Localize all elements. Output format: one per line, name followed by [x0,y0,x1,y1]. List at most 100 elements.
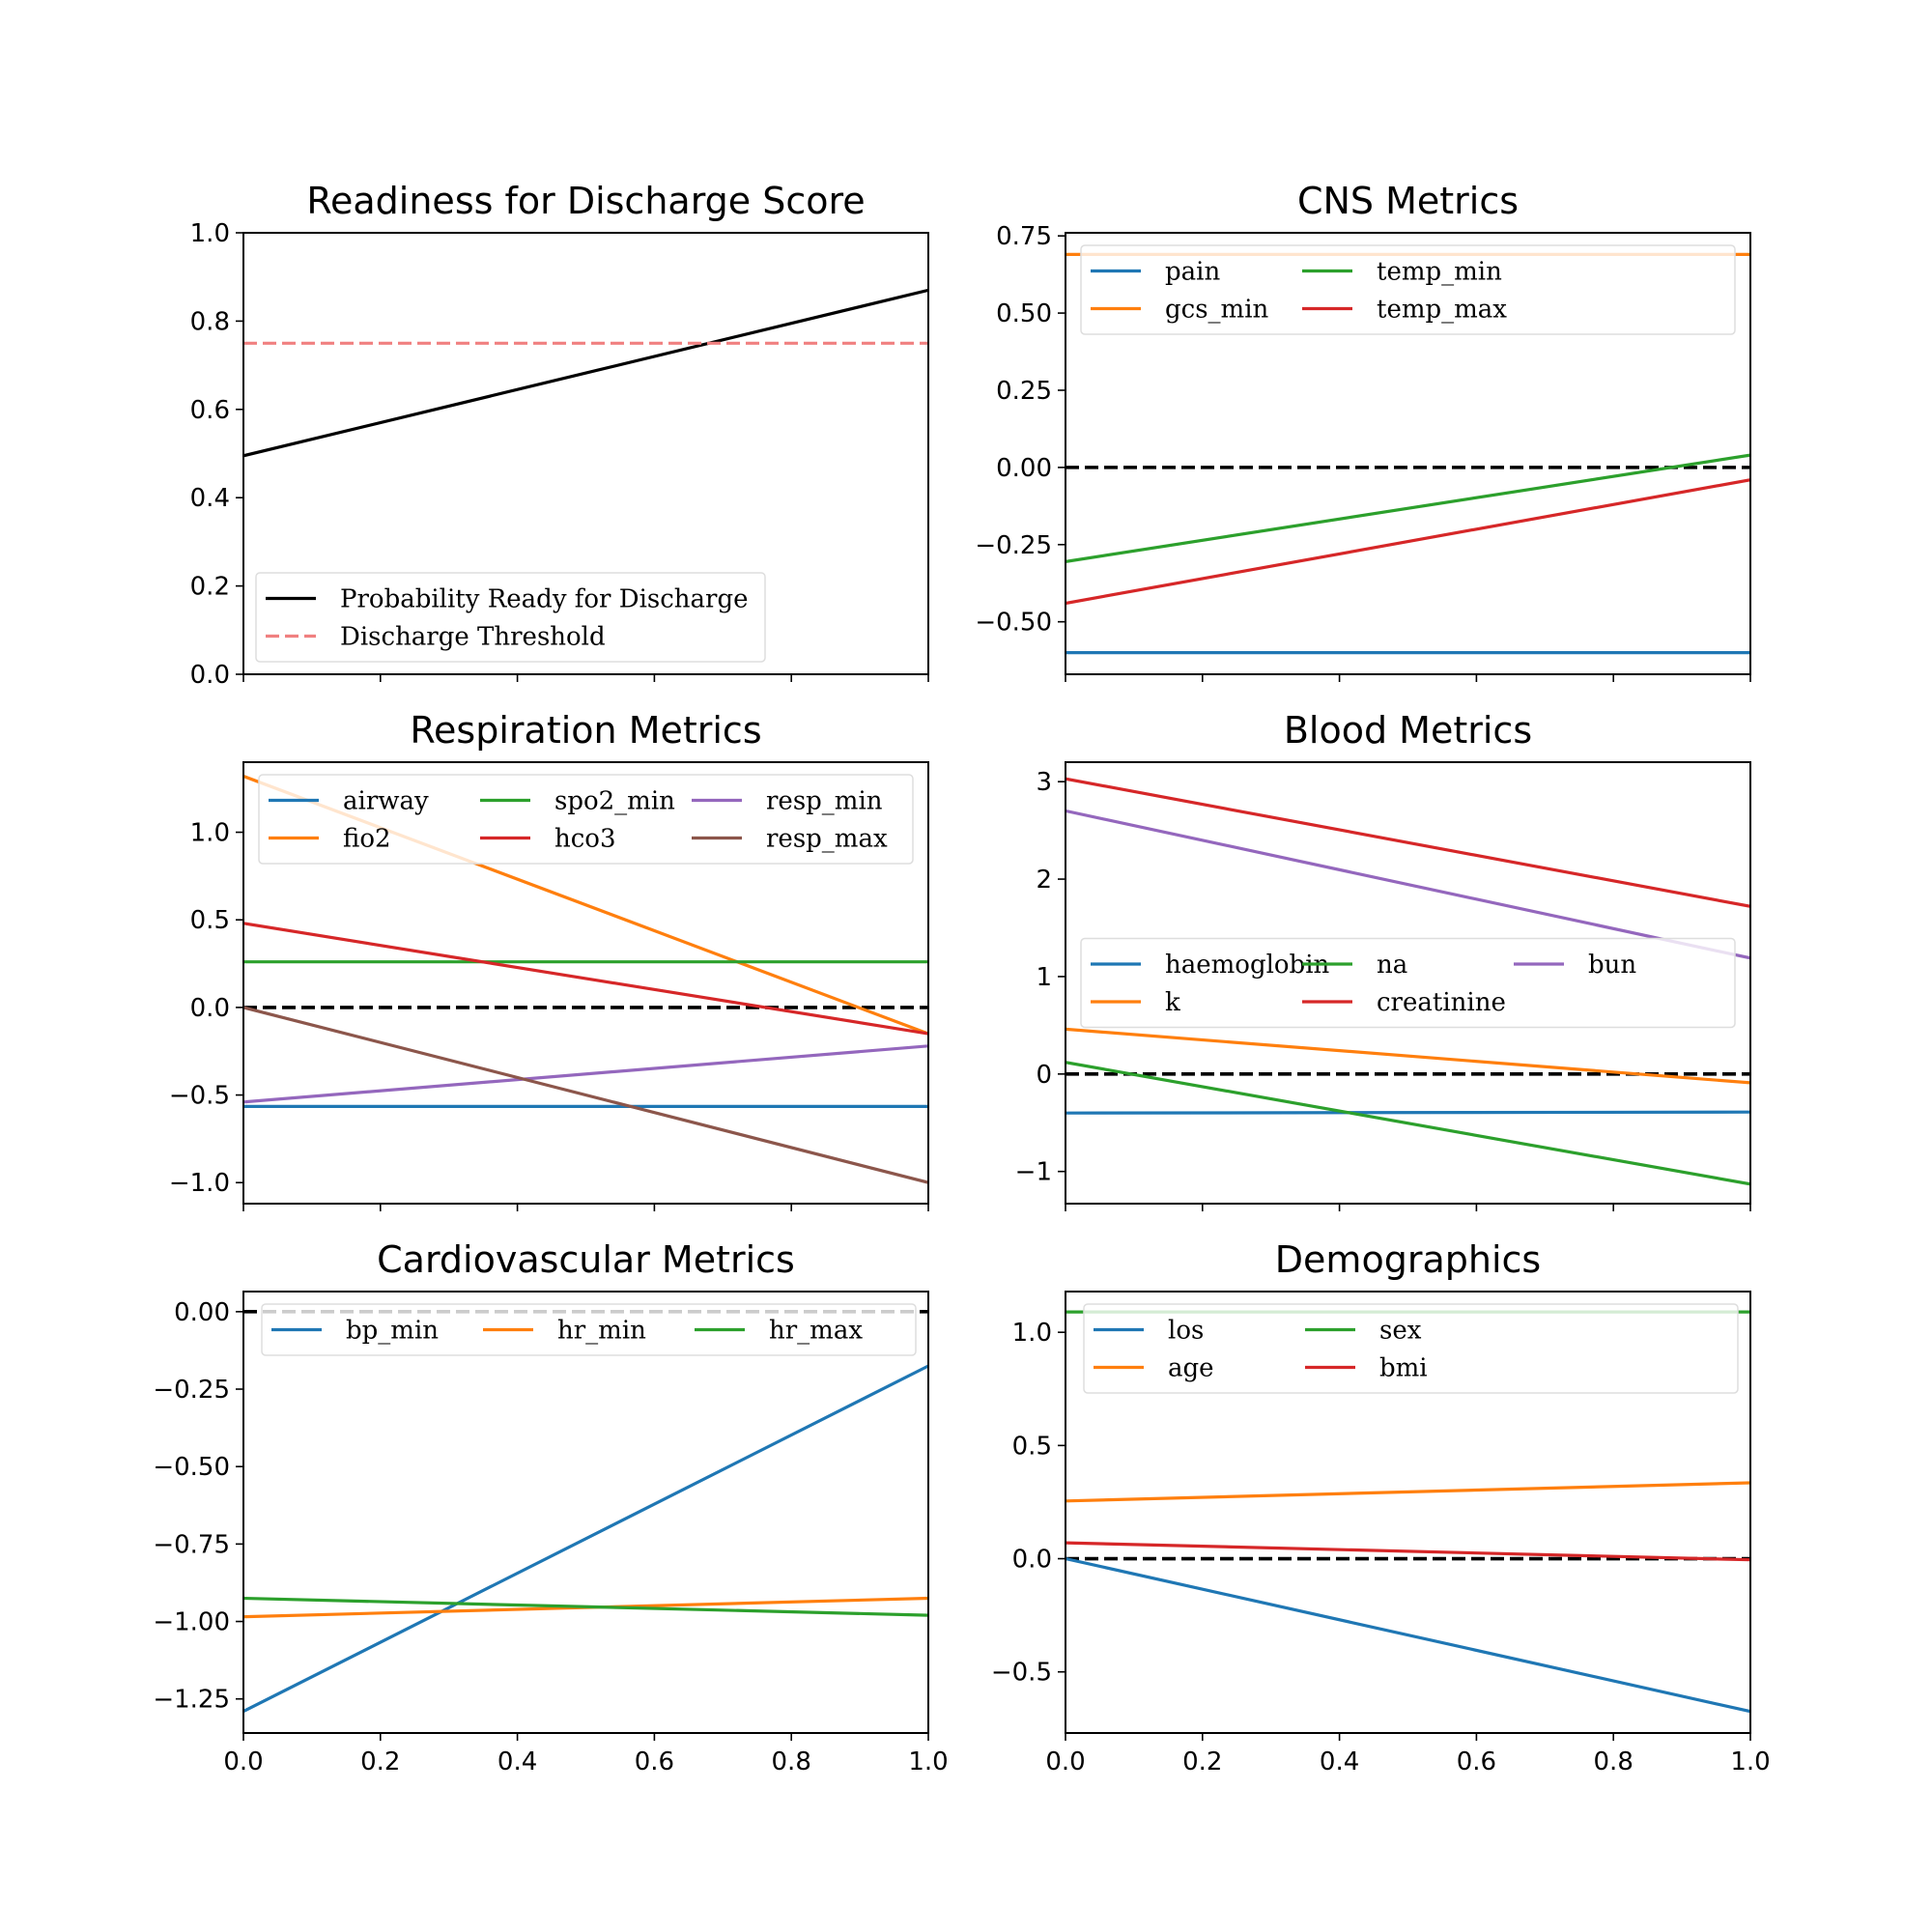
x-tick-label: 0.0 [223,1747,263,1776]
series-line-creatinine [1065,777,1750,908]
legend-label-creatinine: creatinine [1377,988,1506,1017]
y-tick-label: 0.0 [190,661,230,690]
legend-label-bp-min: bp_min [346,1317,439,1346]
x-tick-label: 0.6 [635,1747,674,1776]
series-line-resp-max [243,1006,928,1184]
y-tick-label: 0 [1036,1061,1052,1090]
legend: pain gcs_min temp_min temp_max [1080,244,1736,335]
panel-blood-metrics: Blood Metrics−10123haemoglobinknacreatin… [1015,709,1751,1211]
chart-title: Cardiovascular Metrics [377,1238,795,1281]
y-tick-label: 0.0 [1012,1546,1052,1575]
y-tick-label: 1 [1036,963,1052,992]
legend: bp_min hr_min hr_max [261,1303,917,1356]
y-tick-label: 1.0 [190,219,230,248]
y-tick-label: −0.5 [991,1659,1052,1688]
legend-label-spo2-min: spo2_min [554,787,675,816]
y-tick-label: 0.4 [190,484,230,513]
legend-label-na: na [1377,951,1407,980]
legend-label-hr-max: hr_max [769,1317,863,1346]
y-tick-label: 0.75 [996,222,1052,251]
panel-respiration-metrics: Respiration Metrics −1.0 −0.5 0.0 0.5 1.0 airw… [169,709,929,1211]
y-tick-label: 1.0 [190,819,230,848]
y-tick-label: −1.00 [153,1608,230,1637]
panel-cns-metrics: CNS Metrics −0.50 −0.25 0.00 0.25 0.50 0.75 pai… [975,180,1751,682]
series-line-temp-max [1065,478,1750,606]
legend-label-hr-min: hr_min [557,1317,646,1346]
panel-demographics: Demographics −0.5 0.0 0.5 1.0 0.0 0.2 0.4 0.6 0.8… [991,1238,1771,1776]
y-tick-label: 0.00 [174,1298,230,1327]
axes-frame [242,1291,929,1734]
legend-label-los: los [1168,1317,1204,1346]
y-tick-label: −1.25 [153,1686,230,1715]
x-tick-label: 0.8 [772,1747,811,1776]
axes-frame [242,761,929,1205]
y-tick-label: 0.5 [190,906,230,935]
series-line-resp-min [243,1044,928,1104]
chart-title: Respiration Metrics [410,709,761,752]
y-tick-label: 0.50 [996,299,1052,328]
panel-cardiovascular-metrics: Cardiovascular Metrics −1.25 −1.00 −0.75 −0.… [153,1238,948,1776]
axes-frame [1065,232,1751,675]
x-tick-label: 1.0 [908,1747,948,1776]
x-tick-label: 0.2 [360,1747,400,1776]
x-tick-label: 0.6 [1457,1747,1496,1776]
y-tick-label: −0.75 [153,1530,230,1559]
series-line-hr-max [243,1596,928,1617]
series-line-age [1065,1481,1750,1503]
legend-label-sex: sex [1379,1317,1422,1346]
legend-frame [261,1303,917,1356]
legend-label-gcs-min: gcs_min [1165,296,1269,325]
legend-frame [258,774,914,865]
y-tick-label: −0.50 [153,1453,230,1482]
series-line-probability-ready-for-discharge [243,288,928,458]
series-line-bun [1065,809,1750,960]
series-line-los [1065,1556,1750,1714]
legend: airway fio2 spo2_min hco3 resp_min resp_max [258,774,914,865]
chart-title: Readiness for Discharge Score [306,180,865,222]
legend-label-airway: airway [343,787,429,816]
y-tick-label: −1 [1015,1158,1052,1187]
y-tick-label: 0.25 [996,377,1052,406]
series-line-bp-min [243,1364,928,1714]
legend-label-age: age [1168,1354,1214,1383]
y-tick-label: 1.0 [1012,1319,1052,1348]
x-tick-label: 0.4 [1320,1747,1359,1776]
legend-frame [1080,244,1736,335]
legend-label-resp-max: resp_max [766,825,888,854]
x-tick-label: 0.8 [1594,1747,1634,1776]
axes-frame [1065,761,1751,1205]
legend-label-hco3: hco3 [554,825,616,854]
y-tick-label: −1.0 [169,1169,230,1198]
legend-label-bmi: bmi [1379,1354,1428,1383]
x-tick-label: 0.0 [1045,1747,1085,1776]
series-line-bmi [1065,1541,1750,1562]
legend-label-resp-min: resp_min [766,787,883,816]
legend-frame [1083,1303,1739,1394]
legend-frame [255,572,766,663]
legend: Probability Ready for Discharge Discharge… [255,572,766,663]
legend-label-fio2: fio2 [343,825,391,854]
y-tick-label: 0.6 [190,396,230,425]
legend-label-temp-min: temp_min [1377,258,1502,287]
panel-readiness-for-discharge-score: Readiness for Discharge Score 0.0 0.2 0.4 0.… [190,180,929,690]
chart-title: Blood Metrics [1284,709,1532,752]
legend-label-pain: pain [1165,258,1220,287]
legend: los age sex bmi [1083,1303,1739,1394]
chart-title: CNS Metrics [1297,180,1519,222]
y-tick-label: 3 [1036,768,1052,797]
legend-label-probability-ready-for-discharge: Probability Ready for Discharge [340,585,749,614]
legend-label-discharge-threshold: Discharge Threshold [340,623,606,652]
x-tick-label: 0.4 [497,1747,537,1776]
legend-label-temp-max: temp_max [1377,296,1507,325]
y-tick-label: 0.2 [190,573,230,602]
series-line-hco3 [243,922,928,1036]
y-tick-label: −0.25 [153,1376,230,1405]
legend-frame [1080,937,1736,1029]
y-tick-label: 0.00 [996,454,1052,483]
series-line-temp-min [1065,453,1750,563]
axes-frame [242,232,929,675]
series-line-na [1065,1061,1750,1186]
y-tick-label: −0.50 [975,609,1052,638]
